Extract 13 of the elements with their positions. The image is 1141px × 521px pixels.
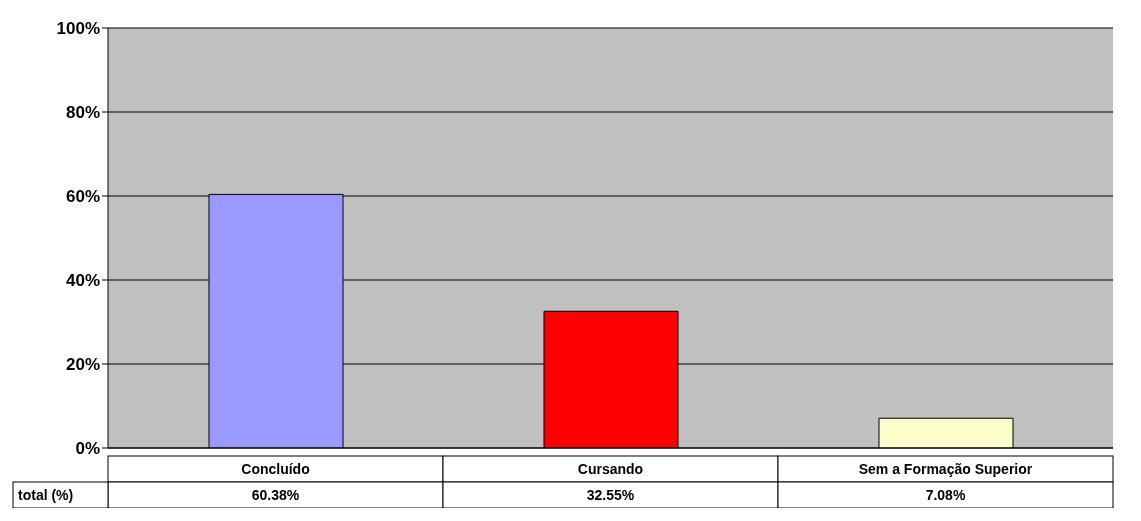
x-tick-label: Cursando <box>577 461 644 477</box>
y-tick-label: 20% <box>65 355 100 375</box>
data-label: 7.08% <box>925 487 966 503</box>
data-label: 60.38% <box>251 487 300 503</box>
y-tick-label: 60% <box>65 187 100 207</box>
x-tick-label: Concluído <box>241 461 310 477</box>
y-tick-label: 100% <box>56 19 100 39</box>
x-tick-label: Sem a Formação Superior <box>858 461 1033 477</box>
data-label: 32.55% <box>586 487 635 503</box>
y-tick-label: 0% <box>75 439 100 459</box>
y-tick-label: 80% <box>65 103 100 123</box>
y-tick-label: 40% <box>65 271 100 291</box>
text: total (%) <box>18 487 74 503</box>
